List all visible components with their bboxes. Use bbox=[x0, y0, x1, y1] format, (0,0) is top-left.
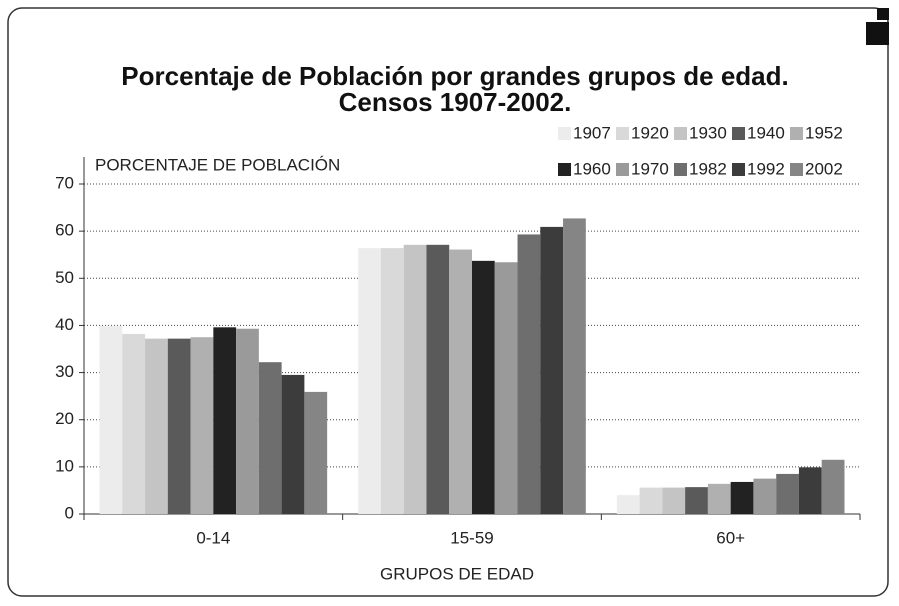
y-tick-label: 40 bbox=[55, 315, 74, 334]
bar bbox=[258, 362, 282, 514]
bar bbox=[685, 487, 708, 514]
bar bbox=[753, 478, 777, 514]
legend-label: 1907 bbox=[573, 123, 611, 142]
legend-label: 1960 bbox=[573, 159, 611, 178]
legend-label: 1930 bbox=[689, 123, 727, 142]
bar bbox=[449, 249, 472, 514]
bar bbox=[236, 328, 259, 514]
x-tick-label: 0-14 bbox=[196, 528, 230, 547]
bar bbox=[540, 226, 564, 514]
legend-swatch bbox=[616, 127, 629, 140]
y-tick-label: 50 bbox=[55, 268, 74, 287]
legend-swatch bbox=[674, 127, 687, 140]
legend-label: 1940 bbox=[747, 123, 785, 142]
y-tick-label: 0 bbox=[65, 503, 74, 522]
bar bbox=[99, 325, 123, 514]
legend-label: 1992 bbox=[747, 159, 785, 178]
legend-swatch bbox=[790, 163, 803, 176]
bar bbox=[472, 260, 495, 514]
bar bbox=[707, 483, 731, 514]
y-tick-label: 10 bbox=[55, 456, 74, 475]
legend-swatch bbox=[790, 127, 803, 140]
legend-swatch bbox=[732, 163, 745, 176]
x-axis-label: GRUPOS DE EDAD bbox=[380, 564, 534, 583]
chart-subtitle: Censos 1907-2002. bbox=[339, 87, 572, 117]
bar bbox=[167, 338, 191, 514]
y-tick-label: 60 bbox=[55, 221, 74, 240]
bar bbox=[213, 327, 237, 514]
bar bbox=[494, 262, 518, 514]
legend-label: 1920 bbox=[631, 123, 669, 142]
legend-swatch bbox=[674, 163, 687, 176]
legend-label: 2002 bbox=[805, 159, 843, 178]
bar bbox=[798, 467, 822, 514]
bar bbox=[517, 234, 541, 514]
bar bbox=[358, 248, 381, 514]
y-tick-label: 30 bbox=[55, 362, 74, 381]
bar bbox=[662, 487, 686, 514]
y-tick-label: 70 bbox=[55, 173, 74, 192]
y-tick-label: 20 bbox=[55, 409, 74, 428]
bar bbox=[616, 495, 640, 514]
bar bbox=[145, 338, 168, 514]
bar bbox=[563, 218, 586, 514]
corner-icon bbox=[877, 8, 889, 20]
bar bbox=[403, 244, 427, 515]
bar bbox=[380, 248, 404, 514]
legend-label: 1982 bbox=[689, 159, 727, 178]
legend-swatch bbox=[732, 127, 745, 140]
legend-swatch bbox=[558, 163, 571, 176]
bar bbox=[190, 337, 214, 514]
legend-label: 1970 bbox=[631, 159, 669, 178]
bar bbox=[730, 481, 754, 514]
chart-title: Porcentaje de Población por grandes grup… bbox=[121, 61, 788, 91]
bar bbox=[122, 333, 146, 514]
bar bbox=[776, 473, 799, 514]
bar bbox=[281, 374, 305, 514]
x-tick-label: 15-59 bbox=[450, 528, 493, 547]
legend-swatch bbox=[616, 163, 629, 176]
legend-swatch bbox=[558, 127, 571, 140]
bar bbox=[821, 459, 845, 514]
bar bbox=[639, 487, 663, 514]
y-axis-label: PORCENTAJE DE POBLACIÓN bbox=[95, 155, 340, 174]
bar bbox=[426, 244, 450, 515]
legend-label: 1952 bbox=[805, 123, 843, 142]
bar bbox=[304, 391, 328, 514]
x-tick-label: 60+ bbox=[716, 528, 745, 547]
corner-icon bbox=[866, 22, 889, 45]
